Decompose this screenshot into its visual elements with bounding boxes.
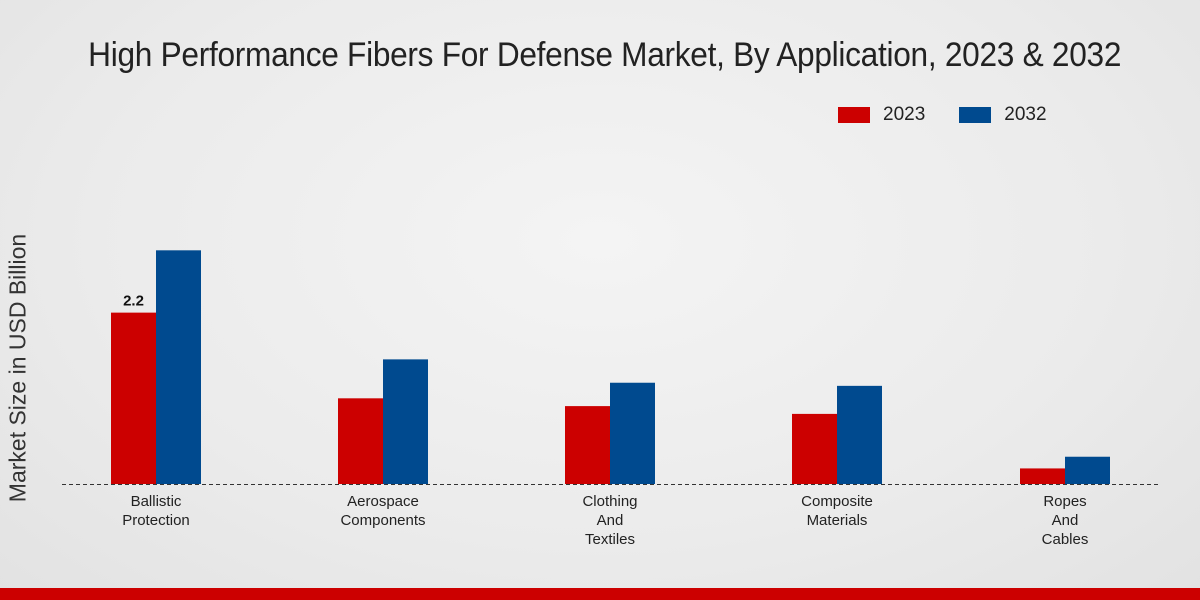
legend-label-2023: 2023 [883, 104, 926, 125]
bar-2023-3 [792, 413, 837, 484]
legend-item-2032: 2032 [959, 104, 1047, 126]
x-tick-label-4: Ropes And Cables [1041, 493, 1089, 548]
bars-group [111, 250, 1110, 484]
legend-item-2023: 2023 [838, 104, 925, 126]
x-tick-label-2: Clothing And Textiles [582, 493, 638, 548]
bar-2032-2 [610, 382, 655, 484]
bar-2032-0 [156, 250, 201, 484]
bar-2023-2 [565, 406, 610, 484]
bar-2032-1 [383, 359, 428, 484]
chart-title: High Performance Fibers For Defense Mark… [88, 36, 1122, 74]
legend-swatch-2023 [838, 107, 870, 123]
bar-2023-0 [111, 312, 156, 484]
x-tick-label-0: Ballistic Protection [122, 493, 190, 529]
data-labels-group: 2.2 [123, 293, 144, 310]
data-label-2023-0: 2.2 [123, 293, 144, 310]
bar-2032-4 [1065, 456, 1110, 484]
footer-accent-bar [0, 588, 1200, 600]
x-tick-label-3: Composite Materials [801, 493, 873, 529]
bar-2023-4 [1020, 468, 1065, 484]
bar-2032-3 [837, 385, 882, 484]
x-tick-label-1: Aerospace Components [340, 493, 426, 529]
legend-label-2032: 2032 [1004, 104, 1047, 125]
legend-swatch-2032 [959, 107, 992, 123]
bar-2023-1 [338, 398, 383, 484]
legend: 2023 2032 [838, 104, 1081, 126]
